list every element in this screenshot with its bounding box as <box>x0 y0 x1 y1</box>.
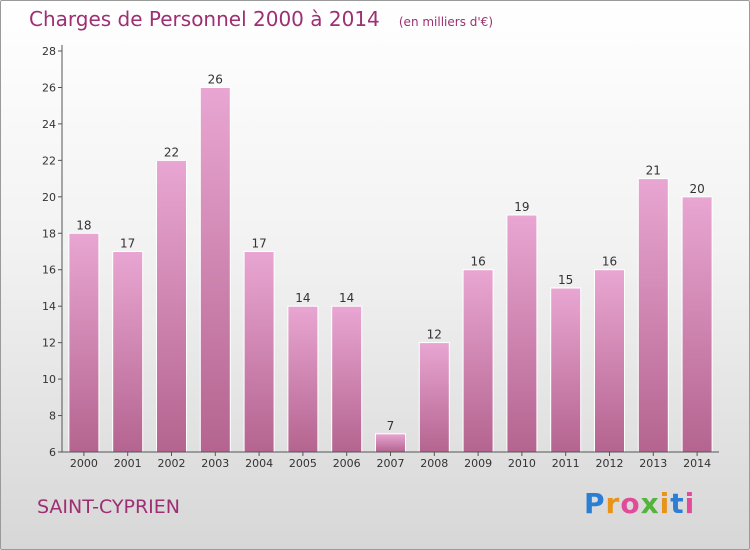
value-label-2004: 17 <box>251 237 266 251</box>
bar-2011 <box>550 287 582 453</box>
x-tick-label-2005: 2005 <box>289 457 317 470</box>
value-label-2009: 16 <box>470 255 485 269</box>
chart-subtitle: (en milliers d'€) <box>398 15 493 29</box>
bar-2010 <box>506 214 538 453</box>
bar-2003 <box>199 87 231 453</box>
x-tick-label-2004: 2004 <box>245 457 273 470</box>
value-label-2006: 14 <box>339 291 354 305</box>
bar-2014 <box>681 196 713 453</box>
value-label-2005: 14 <box>295 291 310 305</box>
x-tick-label-2007: 2007 <box>377 457 405 470</box>
x-tick-label-2006: 2006 <box>333 457 361 470</box>
y-tick-label-24: 24 <box>42 118 56 131</box>
chart-title: Charges de Personnel 2000 à 2014 <box>29 7 380 31</box>
value-label-2003: 26 <box>208 73 223 87</box>
bar-2001 <box>112 251 144 453</box>
value-label-2013: 21 <box>646 164 661 178</box>
x-tick-label-2012: 2012 <box>596 457 624 470</box>
y-tick-label-12: 12 <box>42 337 56 350</box>
x-tick-label-2003: 2003 <box>201 457 229 470</box>
bar-2002 <box>156 159 187 453</box>
y-tick-label-20: 20 <box>42 191 56 204</box>
value-label-2010: 19 <box>514 200 529 214</box>
x-tick-label-2000: 2000 <box>70 457 98 470</box>
bar-2013 <box>637 178 669 453</box>
y-tick-label-26: 26 <box>42 82 56 95</box>
bar-2009 <box>462 269 494 453</box>
x-tick-label-2008: 2008 <box>420 457 448 470</box>
y-tick-label-8: 8 <box>49 410 56 423</box>
y-tick-label-18: 18 <box>42 227 56 240</box>
y-tick-label-14: 14 <box>42 300 56 313</box>
value-label-2014: 20 <box>689 182 704 196</box>
title-row: Charges de Personnel 2000 à 2014 (en mil… <box>29 7 493 31</box>
x-tick-label-2011: 2011 <box>552 457 580 470</box>
value-label-2002: 22 <box>164 145 179 159</box>
bar-2012 <box>594 269 625 453</box>
x-tick-label-2010: 2010 <box>508 457 536 470</box>
bar-2005 <box>287 305 319 453</box>
bar-2007 <box>375 433 406 453</box>
value-label-2011: 15 <box>558 273 573 287</box>
x-tick-label-2001: 2001 <box>114 457 142 470</box>
value-label-2012: 16 <box>602 255 617 269</box>
x-tick-label-2013: 2013 <box>639 457 667 470</box>
bars-group: 18 17 22 26 17 14 14 7 12 16 19 15 16 21 20 <box>68 73 713 453</box>
commune-name: SAINT-CYPRIEN <box>37 496 180 518</box>
x-tick-label-2009: 2009 <box>464 457 492 470</box>
x-tick-label-2014: 2014 <box>683 457 711 470</box>
value-label-2008: 12 <box>427 328 442 342</box>
value-label-2000: 18 <box>76 218 91 232</box>
axes-group: 6 8 10 12 14 16 18 20 22 24 26 28 2000 2001 2002 2003 20… <box>42 45 719 470</box>
bar-2000 <box>68 232 100 453</box>
y-tick-label-16: 16 <box>42 264 56 277</box>
y-tick-label-6: 6 <box>49 446 56 459</box>
x-tick-label-2002: 2002 <box>158 457 186 470</box>
value-label-2001: 17 <box>120 237 135 251</box>
bar-2008 <box>418 342 450 453</box>
brand-logo: Proxiti <box>584 487 696 520</box>
y-tick-label-10: 10 <box>42 373 56 386</box>
bar-2004 <box>243 251 275 453</box>
y-tick-label-22: 22 <box>42 154 56 167</box>
value-label-2007: 7 <box>387 419 395 433</box>
y-tick-label-28: 28 <box>42 45 56 58</box>
bar-2006 <box>331 305 363 453</box>
